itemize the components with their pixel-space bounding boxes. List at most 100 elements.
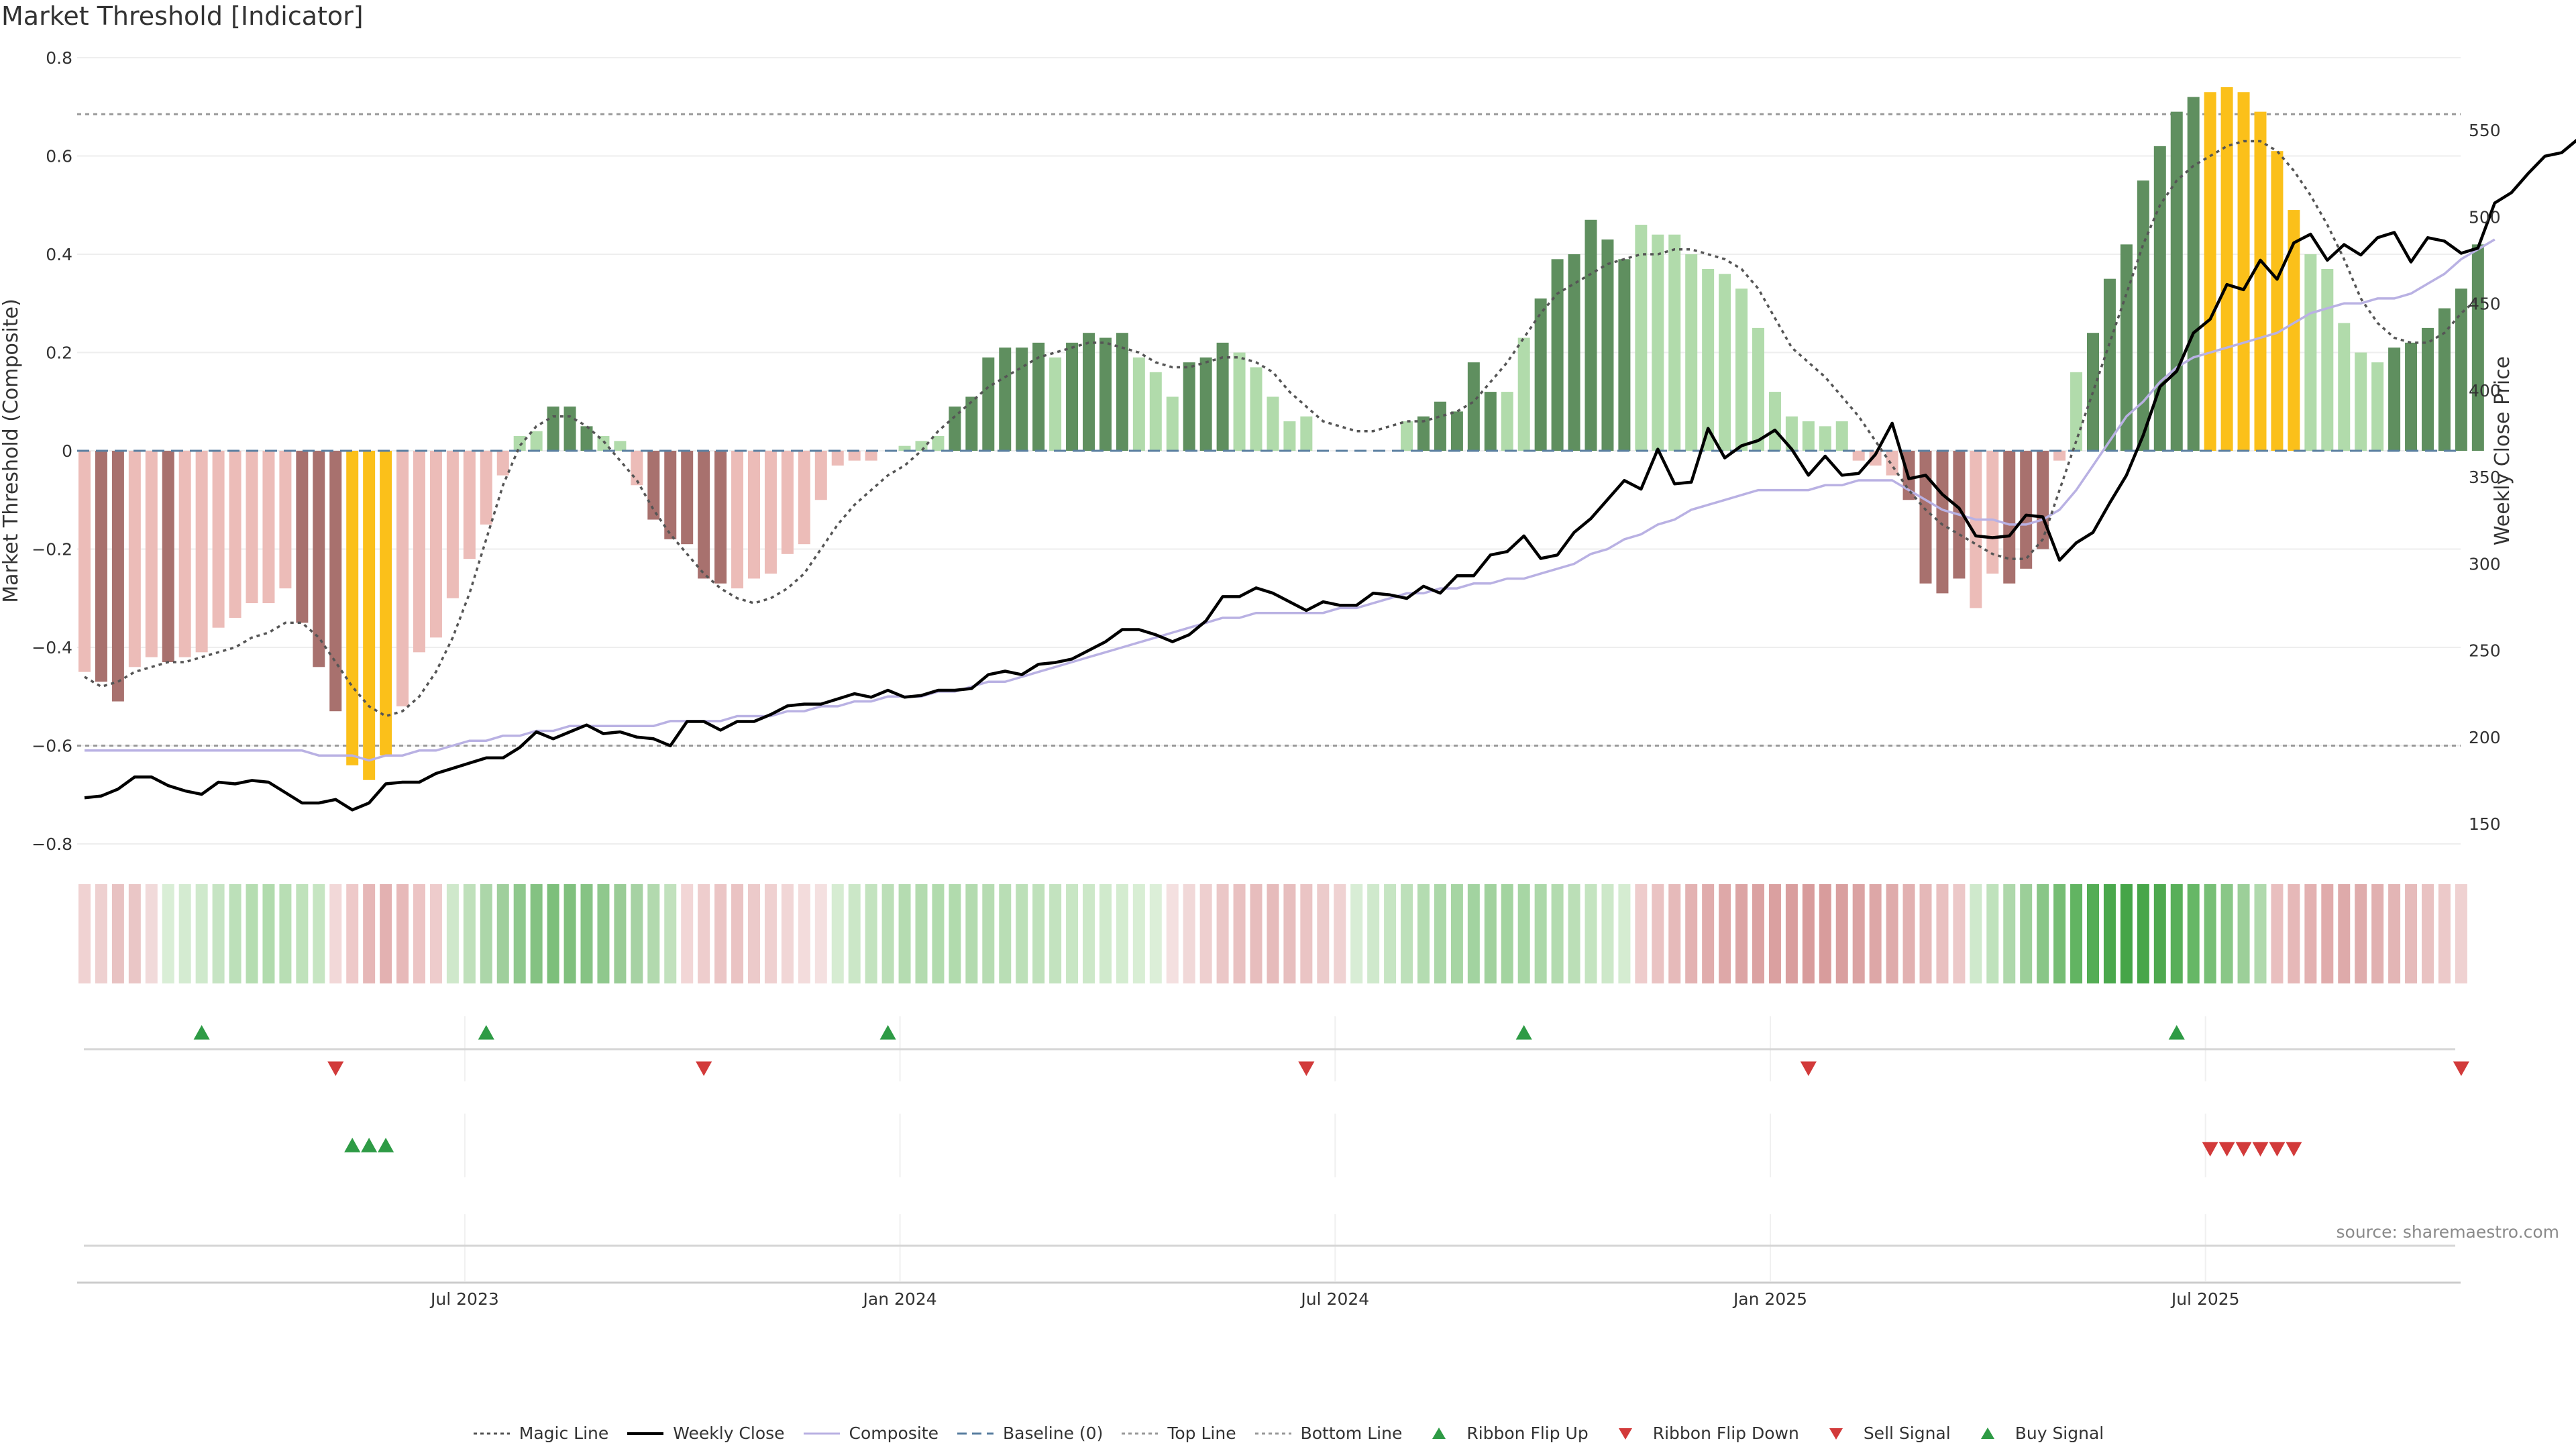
solid-line-icon [626, 1427, 665, 1440]
bar [2220, 87, 2233, 451]
bar [2137, 180, 2149, 451]
ribbon-flip-up-marker [879, 1025, 896, 1040]
legend-label: Buy Signal [2015, 1424, 2104, 1443]
ribbon-cell [2422, 884, 2434, 983]
bar [1216, 342, 1229, 451]
bar [1618, 259, 1631, 451]
bar [2037, 451, 2049, 549]
dotted-line-icon [1120, 1427, 1159, 1440]
bar [1785, 416, 1798, 451]
ribbon-cell [413, 884, 425, 983]
bar [848, 451, 861, 461]
magic-line [84, 140, 2479, 718]
sell-signal-marker [2252, 1142, 2269, 1157]
x-tick-label: Jul 2023 [429, 1289, 499, 1309]
bar [413, 451, 425, 653]
bar [564, 407, 576, 451]
ribbon-cell [1149, 884, 1162, 983]
bar [865, 451, 877, 461]
ribbon-cell [865, 884, 877, 983]
bar [463, 451, 476, 559]
ribbon-cell [2438, 884, 2451, 983]
legend-item: Top Line [1120, 1424, 1236, 1443]
ribbon-cell [1099, 884, 1112, 983]
bar [1585, 219, 1597, 451]
ribbon-cell [513, 884, 526, 983]
ribbon-cell [212, 884, 225, 983]
bar [2254, 111, 2267, 451]
bar [1517, 337, 1530, 451]
ribbon-cell [614, 884, 627, 983]
ribbon-cell [1869, 884, 1882, 983]
bar [932, 436, 945, 451]
bar [1401, 421, 1413, 451]
ribbon-cell [2003, 884, 2016, 983]
right-tick-label: 150 [2469, 814, 2501, 834]
ribbon-flip-up-marker [193, 1025, 210, 1040]
legend-label: Ribbon Flip Down [1652, 1424, 1799, 1443]
ribbon-flip-down-marker [1298, 1061, 1315, 1076]
bar [1149, 372, 1162, 451]
ribbon-cell [1886, 884, 1898, 983]
bar [1283, 421, 1296, 451]
bar [329, 451, 342, 712]
bar [1635, 225, 1648, 451]
bar [1484, 392, 1497, 451]
bar [496, 451, 509, 476]
legend-item: Magic Line [472, 1424, 608, 1443]
ribbon-cell [2087, 884, 2099, 983]
triangle-down-icon [1817, 1427, 1856, 1440]
ribbon-cell [1585, 884, 1597, 983]
ribbon-flip-up-marker [478, 1025, 494, 1040]
ribbon-cell [814, 884, 827, 983]
bar [1199, 357, 1212, 451]
right-tick-label: 450 [2469, 294, 2501, 314]
bar [229, 451, 241, 619]
bar [363, 451, 376, 780]
bar [2371, 362, 2384, 451]
bar [480, 451, 492, 525]
ribbon-cell [2388, 884, 2401, 983]
bar [1250, 367, 1263, 451]
left-tick-label: 0.4 [46, 245, 72, 264]
ribbon-cell [296, 884, 309, 983]
ribbon-cell [396, 884, 409, 983]
left-tick-label: −0.2 [32, 540, 72, 559]
right-tick-label: 550 [2469, 121, 2501, 140]
bar [798, 451, 810, 545]
ribbon-cell [881, 884, 894, 983]
bar [1166, 396, 1179, 451]
bar [1016, 347, 1028, 451]
bar [78, 451, 91, 672]
bar [2271, 151, 2284, 451]
bar [814, 451, 827, 500]
ribbon-cell [831, 884, 844, 983]
ribbon-cell [1166, 884, 1179, 983]
ribbon-cell [195, 884, 208, 983]
ribbon-cell [1233, 884, 1246, 983]
bar [681, 451, 694, 545]
bar [2187, 97, 2200, 451]
bar [2455, 288, 2467, 451]
ribbon-cell [647, 884, 660, 983]
bar [1049, 357, 1062, 451]
bar [597, 436, 610, 451]
bar [1116, 333, 1128, 451]
bar [2170, 111, 2183, 451]
ribbon-cell [530, 884, 543, 983]
triangle-up-icon [1419, 1427, 1458, 1440]
ribbon-cell [731, 884, 744, 983]
legend-item: Sell Signal [1817, 1424, 1951, 1443]
bar [781, 451, 794, 554]
ribbon-cell [2020, 884, 2033, 983]
ribbon-cell [2070, 884, 2083, 983]
bar [1501, 392, 1513, 451]
bar [1652, 234, 1664, 451]
ribbon-cell [1450, 884, 1463, 983]
legend-label: Baseline (0) [1002, 1424, 1104, 1443]
ribbon-cell [2271, 884, 2284, 983]
ribbon-cell [2355, 884, 2367, 983]
ribbon-cell [1501, 884, 1513, 983]
ribbon-cell [1802, 884, 1815, 983]
ribbon-cell [1367, 884, 1380, 983]
